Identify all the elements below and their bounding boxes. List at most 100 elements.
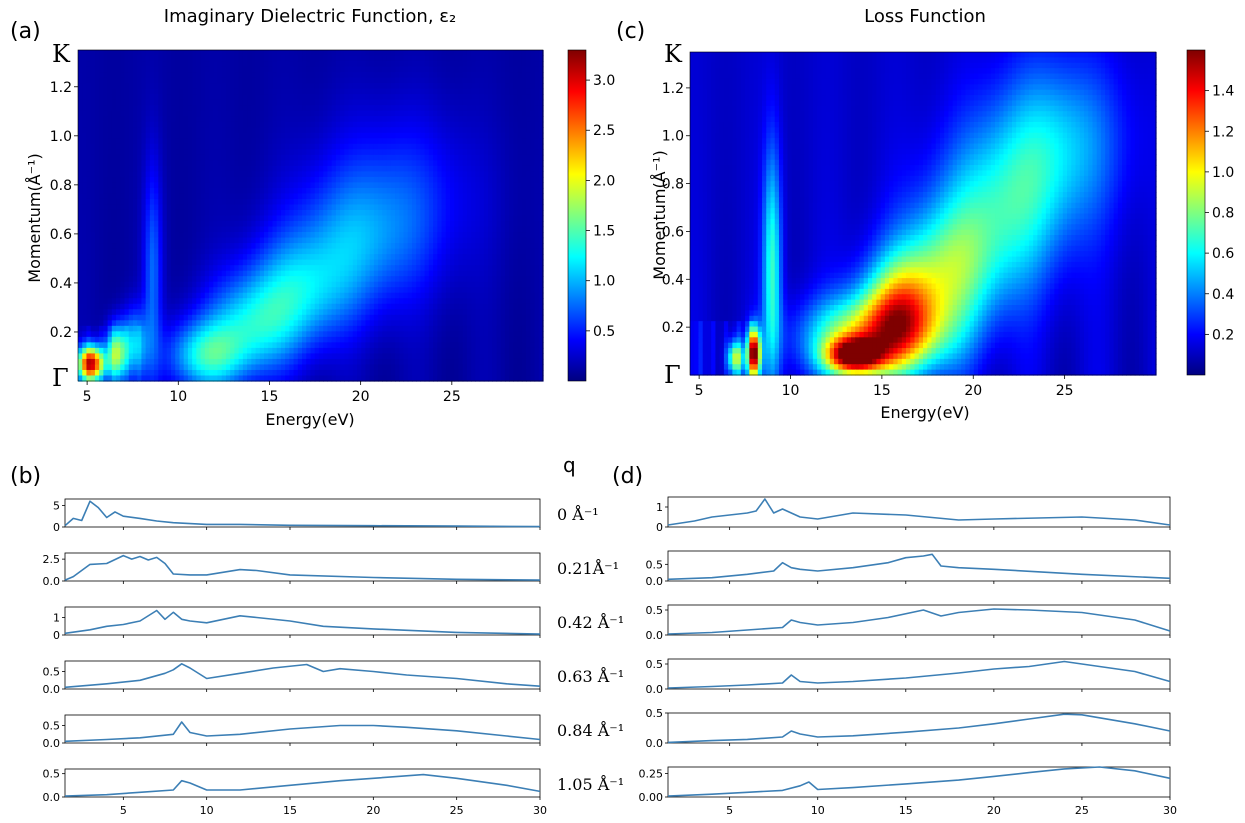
heatmap-cell: [399, 243, 405, 250]
heatmap-cell: [369, 110, 375, 117]
heatmap-cell: [158, 270, 164, 277]
heatmap-cell: [454, 143, 460, 150]
heatmap-cell: [234, 287, 240, 294]
heatmap-cell: [175, 83, 181, 90]
heatmap-cell: [361, 110, 367, 117]
heatmap-cell: [479, 154, 485, 161]
heatmap-cell: [141, 270, 147, 277]
heatmap-cell: [483, 182, 489, 189]
heatmap-cell: [302, 50, 307, 57]
heatmap-cell: [382, 193, 388, 200]
heatmap-cell: [306, 110, 312, 117]
heatmap-cell: [272, 198, 278, 206]
heatmap-cell: [200, 254, 206, 261]
heatmap-cell: [154, 121, 159, 128]
heatmap-cell: [488, 138, 493, 145]
heatmap-cell: [141, 94, 147, 101]
heatmap-cell: [310, 221, 316, 228]
heatmap-cell: [196, 298, 202, 305]
heatmap-cell: [344, 66, 350, 73]
heatmap-cell: [513, 110, 519, 117]
heatmap-cell: [234, 132, 240, 139]
heatmap-cell: [340, 254, 345, 261]
heatmap-cell: [327, 221, 333, 228]
heatmap-cell: [433, 138, 438, 145]
heatmap-cell: [120, 110, 126, 117]
heatmap-cell: [411, 110, 417, 117]
heatmap-cell: [137, 232, 143, 239]
heatmap-cell: [331, 50, 337, 57]
heatmap-cell: [407, 281, 413, 288]
heatmap-cell: [513, 176, 519, 183]
heatmap-cell: [331, 276, 337, 283]
heatmap-cell: [86, 176, 92, 183]
heatmap-cell: [192, 182, 197, 189]
heatmap-cell: [454, 132, 460, 139]
heatmap-cell: [297, 176, 303, 183]
heatmap-cell: [78, 105, 83, 112]
heatmap-cell: [137, 149, 143, 156]
heatmap-cell: [509, 105, 515, 112]
heatmap-cell: [462, 182, 468, 189]
heatmap-cell: [171, 61, 176, 68]
heatmap-cell: [242, 66, 248, 73]
heatmap-cell: [306, 254, 312, 261]
heatmap-cell: [369, 187, 375, 195]
heatmap-cell: [149, 66, 155, 73]
heatmap-cell: [120, 254, 126, 261]
heatmap-cell: [517, 237, 523, 244]
heatmap-cell: [242, 132, 248, 139]
heatmap-cell: [259, 187, 265, 195]
heatmap-cell: [196, 94, 202, 101]
heatmap-cell: [162, 138, 168, 145]
heatmap-cell: [120, 105, 126, 112]
heatmap-cell: [390, 55, 396, 62]
heatmap-cell: [82, 94, 88, 101]
heatmap-cell: [458, 292, 464, 299]
heatmap-cell: [86, 259, 92, 266]
heatmap-cell: [492, 276, 498, 283]
heatmap-cell: [171, 143, 176, 150]
heatmap-cell: [318, 50, 324, 57]
heatmap-cell: [331, 66, 337, 73]
heatmap-cell: [200, 198, 206, 206]
heatmap-cell: [264, 292, 269, 299]
heatmap-cell: [145, 254, 151, 261]
heatmap-cell: [209, 265, 214, 272]
heatmap-cell: [483, 198, 489, 206]
heatmap-cell: [94, 105, 100, 112]
heatmap-cell: [348, 221, 354, 228]
heatmap-cell: [94, 127, 100, 134]
heatmap-cell: [162, 83, 168, 90]
heatmap-cell: [124, 237, 130, 244]
heatmap-cell: [382, 265, 388, 272]
heatmap-cell: [475, 154, 481, 161]
heatmap-cell: [390, 182, 396, 189]
heatmap-cell: [192, 77, 197, 84]
heatmap-cell: [111, 204, 117, 211]
heatmap-cell: [255, 204, 261, 211]
heatmap-cell: [225, 176, 231, 183]
heatmap-cell: [99, 221, 104, 228]
heatmap-cell: [293, 259, 299, 266]
heatmap-cell: [390, 176, 396, 183]
heatmap-cell: [352, 66, 358, 73]
heatmap-cell: [293, 193, 299, 200]
heatmap-cell: [272, 154, 278, 161]
heatmap-cell: [310, 215, 316, 222]
heatmap-cell: [251, 254, 257, 261]
heatmap-cell: [276, 72, 282, 79]
heatmap-cell: [158, 176, 164, 183]
heatmap-cell: [492, 215, 498, 222]
heatmap-cell: [247, 154, 252, 161]
heatmap-cell: [471, 61, 476, 68]
heatmap-cell: [90, 99, 96, 106]
heatmap-cell: [204, 171, 210, 178]
heatmap-cell: [458, 99, 464, 106]
heatmap-cell: [526, 138, 531, 145]
heatmap-cell: [302, 226, 307, 233]
heatmap-cell: [488, 149, 493, 156]
heatmap-cell: [534, 50, 540, 57]
heatmap-cell: [454, 209, 460, 217]
heatmap-cell: [416, 270, 422, 277]
